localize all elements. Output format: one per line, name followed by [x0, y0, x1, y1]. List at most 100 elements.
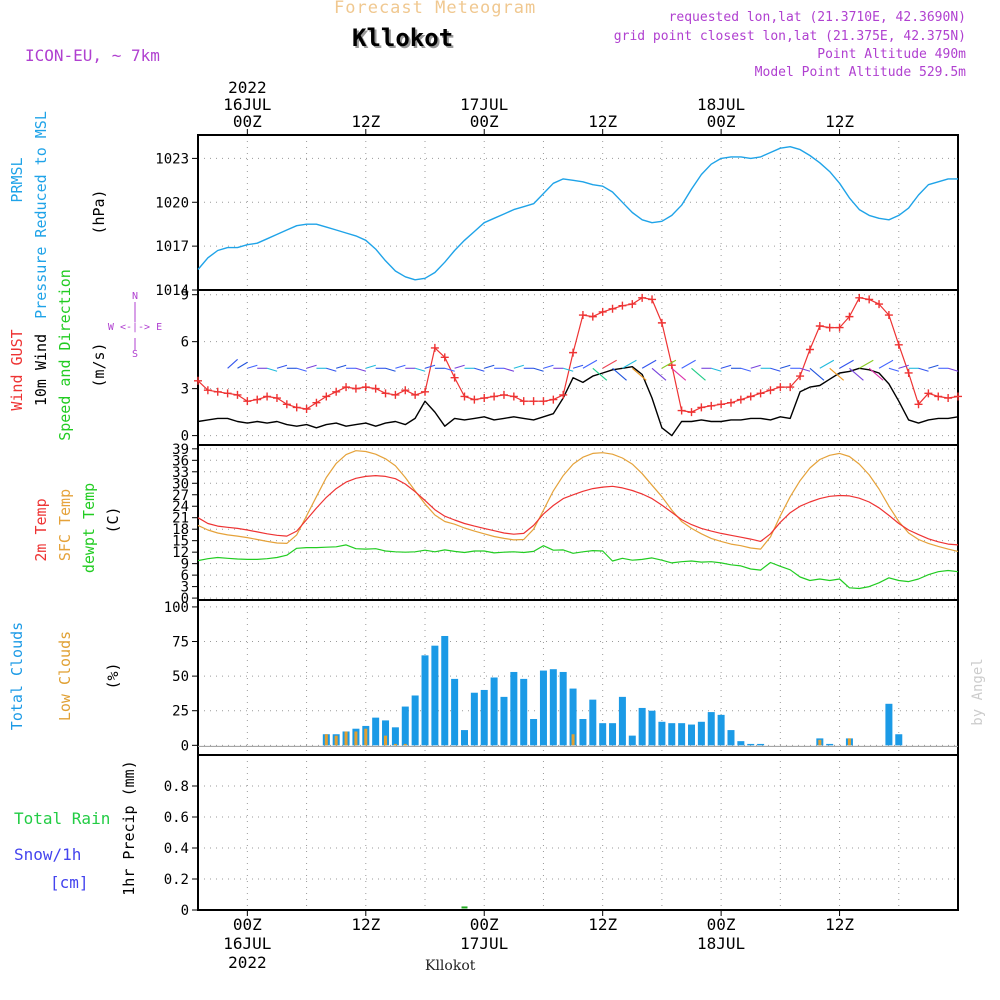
wind-direction-arrow	[237, 361, 248, 369]
y-tick-label: 1023	[155, 151, 189, 167]
model-name: ICON-EU, ~ 7km	[25, 46, 160, 65]
wind-gust-marker	[588, 312, 597, 321]
wind-gust-marker	[233, 390, 242, 399]
total-cloud-bar	[895, 734, 903, 746]
wind-gust-marker	[440, 353, 449, 362]
wind-direction-arrow	[296, 367, 307, 372]
total-cloud-bar	[549, 669, 557, 746]
wind-gust-marker	[351, 384, 360, 393]
wind-direction-arrow	[612, 367, 627, 381]
wind-direction-arrow	[276, 364, 288, 369]
wind-direction-arrow	[622, 359, 637, 369]
wind-gust-marker	[421, 387, 430, 396]
bottom-time-label: 00Z	[233, 915, 262, 934]
y-tick-label: 25	[172, 704, 189, 720]
bottom-time-label: 00Z	[707, 915, 736, 934]
low-cloud-bar	[571, 734, 575, 746]
low-cloud-bar	[847, 738, 851, 746]
wind10-label: 10m Wind	[32, 334, 50, 406]
low-cloud-bar	[354, 731, 358, 746]
wind-direction-arrow	[720, 364, 732, 369]
low-clouds-label: Low Clouds	[56, 631, 74, 721]
wind-direction-arrow	[592, 367, 608, 381]
grid-point-coords: grid point closest lon,lat (21.375E, 42.…	[613, 29, 966, 44]
y-tick-label: 100	[164, 600, 189, 616]
y-tick-label: 18	[172, 522, 189, 538]
wind-direction-arrow	[513, 364, 525, 369]
wind-direction-arrow	[770, 367, 781, 372]
wind-gust-marker	[253, 395, 262, 404]
wind-gust-marker	[272, 394, 281, 403]
wind-gust-marker	[509, 392, 518, 401]
wind-direction-arrow	[681, 359, 696, 369]
wind-gust-marker	[638, 293, 647, 302]
y-tick-label: 0	[181, 591, 189, 607]
temp-unit: (C)	[104, 506, 122, 533]
bottom-time-label: 18JUL	[697, 934, 745, 953]
wind-gust-marker	[559, 390, 568, 399]
wind-direction-arrow	[829, 367, 845, 381]
total-cloud-bar	[441, 635, 449, 746]
wind-gust-marker	[815, 322, 824, 331]
wind-direction-arrow	[454, 364, 465, 369]
total-cloud-bar	[757, 743, 765, 746]
compass-n: N	[132, 291, 138, 302]
wind-gust-marker	[499, 390, 508, 399]
wind-direction-arrow	[385, 367, 396, 372]
y-tick-label: 36	[172, 453, 189, 469]
total-cloud-bar	[460, 730, 468, 746]
snow-label: Snow/1h	[14, 845, 81, 864]
total-cloud-bar	[470, 692, 478, 746]
total-cloud-bar	[618, 696, 626, 746]
wind-gust-marker	[213, 387, 222, 396]
total-cloud-bar	[658, 721, 666, 746]
total-cloud-bar	[885, 703, 893, 746]
bottom-time-label: 12Z	[825, 915, 854, 934]
wind-gust-marker	[786, 383, 795, 392]
total-cloud-bar	[826, 743, 834, 746]
total-cloud-bar	[668, 723, 676, 746]
total-cloud-bar	[421, 655, 429, 746]
wind-direction-arrow	[365, 364, 376, 369]
wind-direction-arrow	[582, 359, 598, 369]
bottom-time-label: 17JUL	[460, 934, 508, 953]
total-cloud-bar	[372, 717, 380, 746]
total-cloud-bar	[431, 645, 439, 746]
y-tick-label: 3	[181, 382, 189, 398]
wind-direction-arrow	[918, 367, 929, 372]
total-clouds-label: Total Clouds	[8, 622, 26, 730]
wind-direction-arrow	[878, 359, 894, 369]
dewpt-label: dewpt Temp	[80, 483, 98, 573]
chart-title: Forecast Meteogram	[334, 0, 537, 18]
wind-direction-arrow	[355, 367, 367, 372]
wind-gust-marker	[361, 383, 370, 392]
wind-direction-arrow	[947, 367, 959, 372]
wind-gust-marker	[549, 395, 558, 404]
watermark: by Angel	[970, 658, 986, 725]
wind-gust-marker	[450, 373, 459, 382]
wind-direction-arrow	[898, 364, 909, 369]
top-time-label: 2022	[228, 78, 267, 97]
pressure-label-long: Pressure Reduced to MSL	[32, 111, 50, 319]
wind-direction-arrow	[819, 359, 835, 369]
wind-direction-arrow	[859, 359, 874, 369]
y-tick-label: 1020	[155, 195, 189, 211]
total-cloud-bar	[747, 743, 755, 746]
panel-frame	[197, 599, 959, 756]
wind-gust-marker	[628, 300, 637, 309]
wind-gust-marker	[391, 390, 400, 399]
wind-direction-arrow	[208, 362, 218, 368]
total-cloud-bar	[530, 719, 538, 746]
wind-gust-marker	[657, 318, 666, 327]
y-tick-label: 33	[172, 465, 189, 481]
wind-gust-marker	[677, 406, 686, 415]
total-cloud-bar	[638, 707, 646, 746]
y-tick-label: 0.2	[164, 872, 189, 888]
top-time-label: 12Z	[588, 112, 617, 131]
wind-gust-marker	[322, 392, 331, 401]
y-tick-label: 0	[181, 903, 189, 919]
wind-gust-marker	[519, 397, 528, 406]
total-cloud-bar	[500, 696, 508, 746]
wind-gust-marker	[490, 392, 499, 401]
total-cloud-bar	[490, 677, 498, 746]
